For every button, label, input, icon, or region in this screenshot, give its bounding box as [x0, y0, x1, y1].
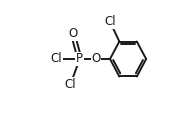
Text: O: O [91, 53, 101, 65]
Text: O: O [68, 27, 77, 40]
Text: Cl: Cl [65, 78, 76, 91]
Text: P: P [76, 53, 83, 65]
Text: Cl: Cl [104, 15, 116, 28]
Text: Cl: Cl [50, 53, 62, 65]
